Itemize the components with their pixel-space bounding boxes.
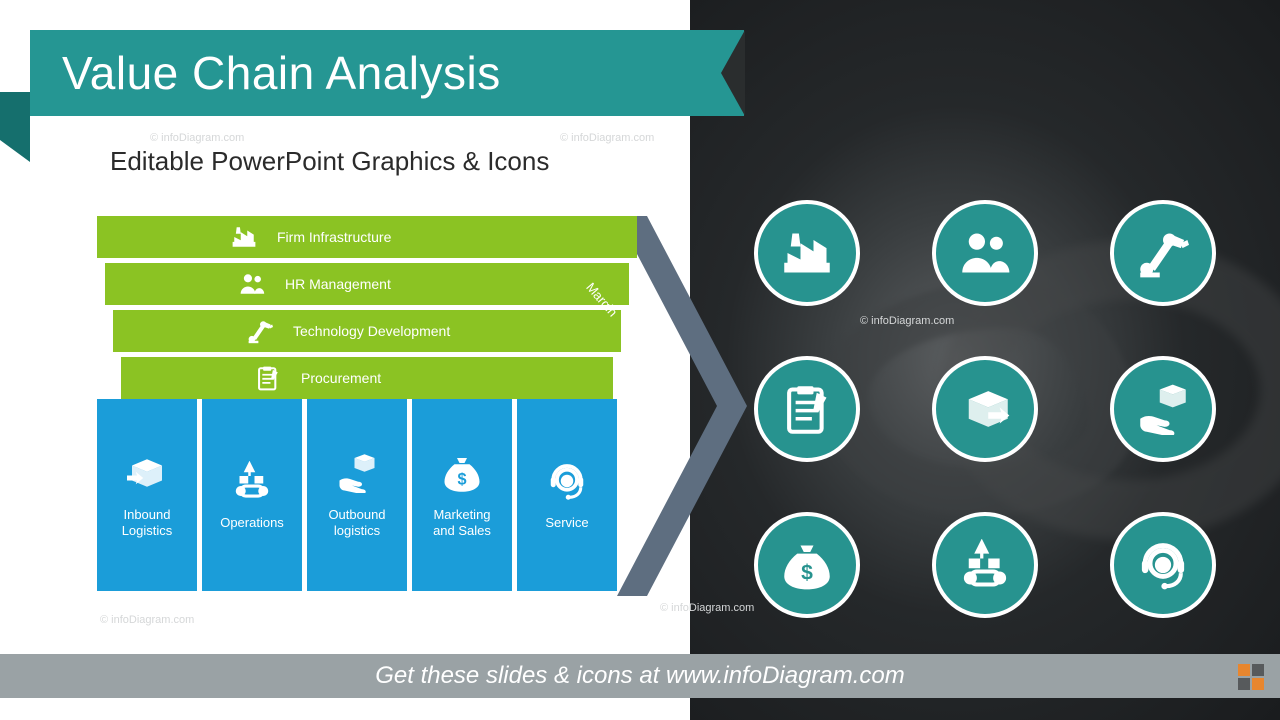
watermark: © infoDiagram.com [150, 132, 244, 144]
clipboard-icon [253, 363, 283, 393]
grid-icon-conveyor [932, 512, 1038, 618]
primary-cell-2: Outboundlogistics [307, 399, 407, 591]
robot-arm-icon [245, 316, 275, 346]
primary-cell-1: Operations [202, 399, 302, 591]
primary-label: Marketingand Sales [433, 507, 491, 540]
footer-text: Get these slides & icons at www.infoDiag… [375, 662, 905, 690]
support-row-1: HR Management [105, 263, 629, 305]
support-label: Technology Development [293, 323, 450, 339]
grid-icon-robot-arm [1110, 200, 1216, 306]
grid-icon-headset [1110, 512, 1216, 618]
ribbon-fold [0, 92, 30, 140]
watermark: © infoDiagram.com [100, 614, 194, 626]
support-row-3: Procurement [121, 357, 613, 399]
grid-icon-money-bag [754, 512, 860, 618]
grid-icon-hand-box [1110, 356, 1216, 462]
people-icon [237, 269, 267, 299]
grid-icon-factory [754, 200, 860, 306]
grid-icon-people [932, 200, 1038, 306]
support-row-2: Technology Development [113, 310, 621, 352]
support-label: Firm Infrastructure [277, 229, 391, 245]
hand-box-icon [335, 451, 379, 495]
footer-bar: Get these slides & icons at www.infoDiag… [0, 654, 1280, 698]
support-label: HR Management [285, 276, 391, 292]
box-in-icon [125, 451, 169, 495]
primary-label: Service [545, 515, 588, 531]
primary-cell-0: InboundLogistics [97, 399, 197, 591]
primary-cell-3: Marketingand Sales [412, 399, 512, 591]
conveyor-icon [230, 459, 274, 503]
primary-label: Operations [220, 515, 284, 531]
factory-icon [229, 222, 259, 252]
page-title: Value Chain Analysis [62, 46, 501, 100]
brand-logo [1238, 664, 1264, 690]
grid-icon-clipboard [754, 356, 860, 462]
icon-grid [750, 200, 1220, 618]
ribbon-tail [710, 30, 744, 116]
subtitle: Editable PowerPoint Graphics & Icons [110, 146, 549, 177]
money-bag-icon [440, 451, 484, 495]
primary-label: InboundLogistics [122, 507, 173, 540]
watermark: © infoDiagram.com [560, 132, 654, 144]
value-chain-diagram: Firm Infrastructure HR Management Techno… [97, 216, 677, 596]
support-row-0: Firm Infrastructure [97, 216, 637, 258]
title-ribbon: Value Chain Analysis [30, 30, 710, 116]
headset-icon [545, 459, 589, 503]
primary-label: Outboundlogistics [328, 507, 385, 540]
grid-icon-box-out [932, 356, 1038, 462]
primary-cell-4: Service [517, 399, 617, 591]
support-label: Procurement [301, 370, 381, 386]
